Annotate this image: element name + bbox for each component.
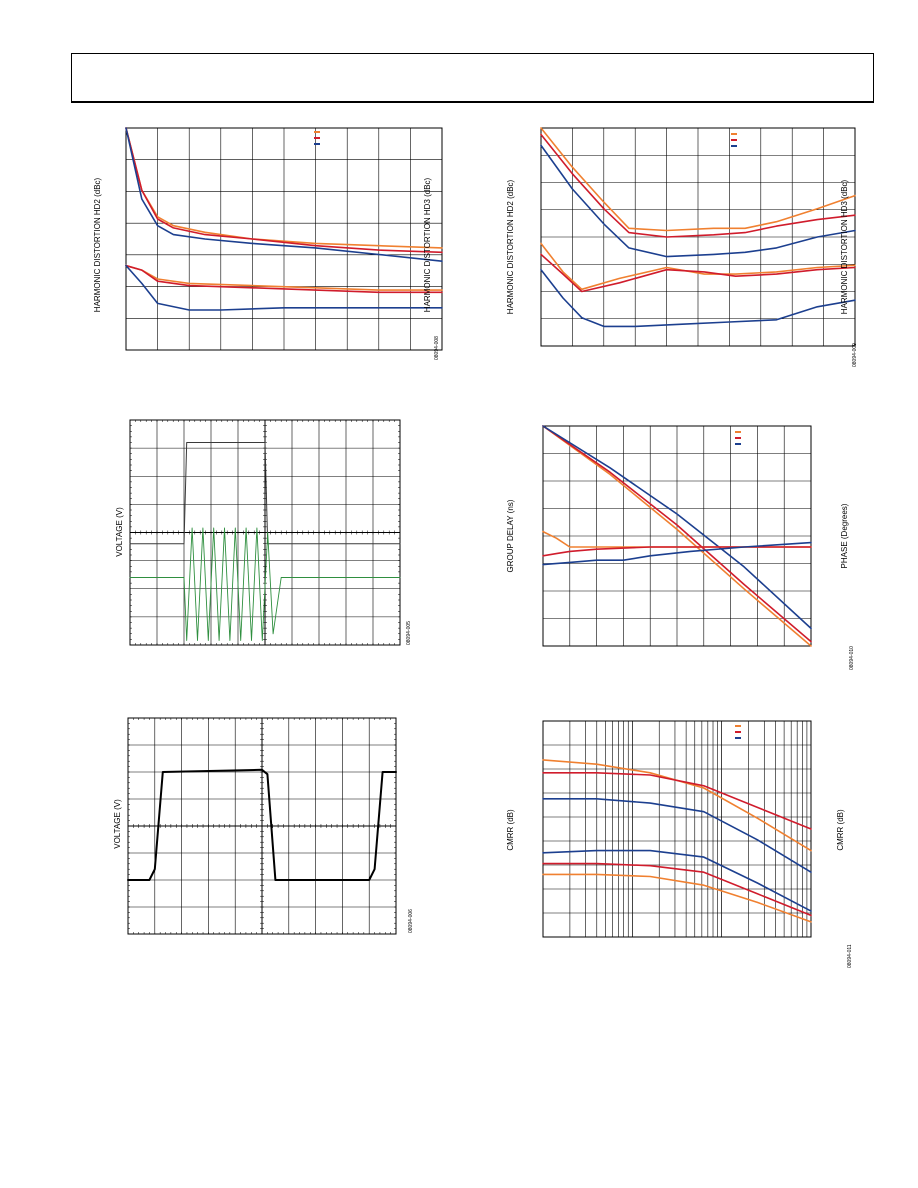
header-bottom-rule: [71, 101, 874, 103]
chart-cmrr: CMRR (dB) CMRR (dB) 08094-011: [506, 720, 853, 968]
plot-area: [125, 127, 443, 351]
plot-area: [129, 419, 401, 646]
y-axis-title: VOLTAGE (V): [113, 799, 122, 849]
series-line-6: [542, 873, 812, 923]
figure-id: 08094-011: [847, 944, 853, 968]
series-line-2: [540, 133, 856, 238]
y-axis-title-left: HARMONIC DISTORTION HD2 (dBc): [506, 179, 515, 314]
series-line-1: [129, 442, 401, 545]
y-axis-title-right: HARMONIC DISTORTION HD3 (dBc): [423, 177, 432, 312]
plot-area: [540, 127, 856, 347]
y-axis-title-left: HARMONIC DISTORTION HD2 (dBc): [93, 177, 102, 312]
series-line-6: [542, 541, 812, 566]
series-line-3: [540, 144, 856, 258]
series-line-3: [542, 798, 812, 873]
y-axis-title: VOLTAGE (V): [115, 507, 124, 557]
figure-id: 08094-005: [406, 621, 412, 645]
figure-id: 08094-010: [849, 646, 855, 670]
plot-area: [127, 717, 397, 935]
chart-scope-voltage-1: VOLTAGE (V) 08094-005: [115, 419, 412, 646]
y-axis-title-left: CMRR (dB): [506, 809, 515, 851]
figure-id: 08094-008: [434, 336, 440, 360]
figure-id: 08094-006: [408, 909, 414, 933]
plot-frame: [542, 720, 812, 938]
series-line-2: [542, 425, 812, 643]
series-line-5: [125, 264, 443, 294]
series-line-5: [540, 253, 856, 293]
y-axis-title-left: GROUP DELAY (ns): [506, 499, 515, 572]
y-axis-title-right: PHASE (Degrees): [840, 503, 849, 568]
series-line-1: [540, 127, 856, 232]
plot-area: [542, 720, 812, 938]
series-line-1: [127, 768, 397, 881]
series-line-1: [542, 425, 812, 647]
chart-group-delay-phase: GROUP DELAY (ns) PHASE (Degrees) 08094-0…: [506, 425, 855, 670]
chart-hd-vs-frequency-1: HARMONIC DISTORTION HD2 (dBc) HARMONIC D…: [93, 127, 443, 360]
series-line-2: [542, 771, 812, 830]
header-top-rule: [71, 53, 874, 54]
series-line-5: [542, 862, 812, 917]
chart-hd-vs-frequency-2: HARMONIC DISTORTION HD2 (dBc) HARMONIC D…: [506, 127, 858, 367]
figure-id: 08094-009: [852, 343, 858, 367]
series-line-4: [542, 849, 812, 912]
chart-scope-voltage-2: VOLTAGE (V) 08094-006: [113, 717, 414, 935]
y-axis-title-right: CMRR (dB): [836, 809, 845, 851]
series-line-3: [542, 425, 812, 630]
series-line-6: [125, 264, 443, 311]
series-line-3: [125, 127, 443, 262]
header-right-rule: [873, 53, 874, 103]
header-left-rule: [71, 53, 72, 103]
series-line-6: [540, 268, 856, 328]
y-axis-title-right: HARMONIC DISTORTION HD3 (dBc): [840, 179, 849, 314]
plot-area: [542, 425, 812, 647]
series-line-2: [125, 127, 443, 254]
series-line-2: [129, 527, 401, 641]
